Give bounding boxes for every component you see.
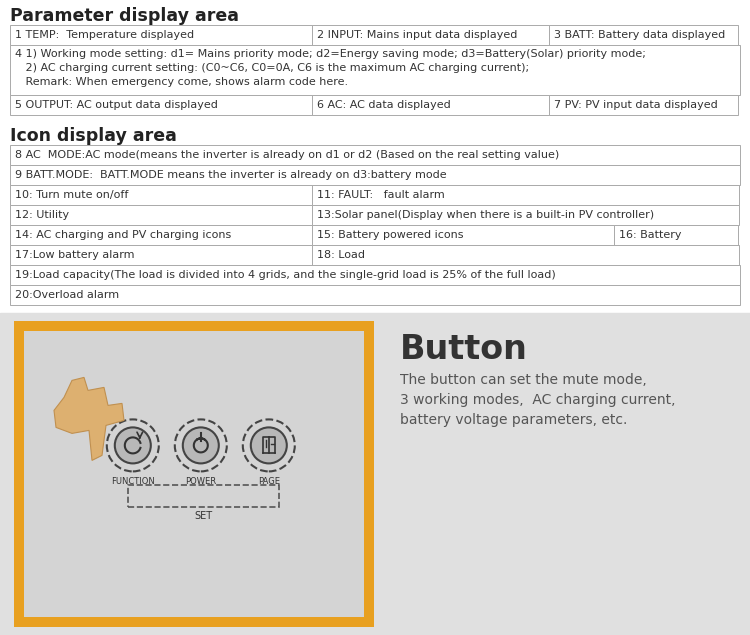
Text: 7 PV: PV input data displayed: 7 PV: PV input data displayed xyxy=(554,100,718,110)
Bar xyxy=(24,331,364,617)
Text: Parameter display area: Parameter display area xyxy=(10,7,239,25)
Text: 11: FAULT:   fault alarm: 11: FAULT: fault alarm xyxy=(317,190,445,200)
Text: SET: SET xyxy=(194,511,212,521)
Text: FUNCTION: FUNCTION xyxy=(111,478,154,486)
Bar xyxy=(10,205,312,225)
Text: 12: Utility: 12: Utility xyxy=(15,210,69,220)
Text: Button: Button xyxy=(400,333,528,366)
Bar xyxy=(549,25,738,45)
Bar xyxy=(10,225,312,245)
Text: Icon display area: Icon display area xyxy=(10,127,177,145)
Text: 4 1) Working mode setting: d1= Mains priority mode; d2=Energy saving mode; d3=Ba: 4 1) Working mode setting: d1= Mains pri… xyxy=(15,49,646,59)
Text: 3 BATT: Battery data displayed: 3 BATT: Battery data displayed xyxy=(554,30,725,40)
Bar xyxy=(10,95,312,115)
Circle shape xyxy=(251,427,286,464)
Circle shape xyxy=(183,427,219,464)
Text: 2) AC charging current setting: (C0~C6, C0=0A, C6 is the maximum AC charging cur: 2) AC charging current setting: (C0~C6, … xyxy=(15,63,530,73)
Text: 17:Low battery alarm: 17:Low battery alarm xyxy=(15,250,134,260)
Text: 18: Load: 18: Load xyxy=(317,250,365,260)
Text: POWER: POWER xyxy=(185,478,216,486)
Bar xyxy=(10,265,740,285)
Text: 1 TEMP:  Temperature displayed: 1 TEMP: Temperature displayed xyxy=(15,30,194,40)
Text: 9 BATT.MODE:  BATT.MODE means the inverter is already on d3:battery mode: 9 BATT.MODE: BATT.MODE means the inverte… xyxy=(15,170,447,180)
Bar xyxy=(312,25,549,45)
Bar xyxy=(312,245,739,265)
Bar xyxy=(10,45,740,95)
Bar xyxy=(549,95,738,115)
Bar xyxy=(614,225,738,245)
Bar xyxy=(0,313,750,635)
Bar xyxy=(10,25,312,45)
Bar xyxy=(312,95,549,115)
Text: 15: Battery powered icons: 15: Battery powered icons xyxy=(317,230,464,240)
Text: 14: AC charging and PV charging icons: 14: AC charging and PV charging icons xyxy=(15,230,231,240)
Bar xyxy=(312,205,739,225)
Text: 20:Overload alarm: 20:Overload alarm xyxy=(15,290,119,300)
Text: 3 working modes,  AC charging current,: 3 working modes, AC charging current, xyxy=(400,393,676,407)
Text: 16: Battery: 16: Battery xyxy=(619,230,682,240)
Text: Remark: When emergency come, shows alarm code here.: Remark: When emergency come, shows alarm… xyxy=(15,77,348,87)
Bar xyxy=(10,185,312,205)
Bar xyxy=(14,321,374,627)
Text: The button can set the mute mode,: The button can set the mute mode, xyxy=(400,373,646,387)
Bar xyxy=(10,145,740,165)
Text: 2 INPUT: Mains input data displayed: 2 INPUT: Mains input data displayed xyxy=(317,30,518,40)
Bar xyxy=(10,165,740,185)
Bar xyxy=(128,485,279,507)
Text: 6 AC: AC data displayed: 6 AC: AC data displayed xyxy=(317,100,451,110)
Text: 5 OUTPUT: AC output data displayed: 5 OUTPUT: AC output data displayed xyxy=(15,100,217,110)
Text: PAGE: PAGE xyxy=(258,478,280,486)
Bar xyxy=(312,185,739,205)
Circle shape xyxy=(115,427,151,464)
Bar xyxy=(10,285,740,305)
Text: 13:Solar panel(Display when there is a built-in PV controller): 13:Solar panel(Display when there is a b… xyxy=(317,210,654,220)
Text: battery voltage parameters, etc.: battery voltage parameters, etc. xyxy=(400,413,627,427)
Text: 19:Load capacity(The load is divided into 4 grids, and the single-grid load is 2: 19:Load capacity(The load is divided int… xyxy=(15,270,556,280)
Bar xyxy=(312,225,614,245)
Polygon shape xyxy=(54,377,124,460)
Text: 10: Turn mute on/off: 10: Turn mute on/off xyxy=(15,190,128,200)
Text: 8 AC  MODE:AC mode(means the inverter is already on d1 or d2 (Based on the real : 8 AC MODE:AC mode(means the inverter is … xyxy=(15,150,560,160)
Bar xyxy=(10,245,312,265)
